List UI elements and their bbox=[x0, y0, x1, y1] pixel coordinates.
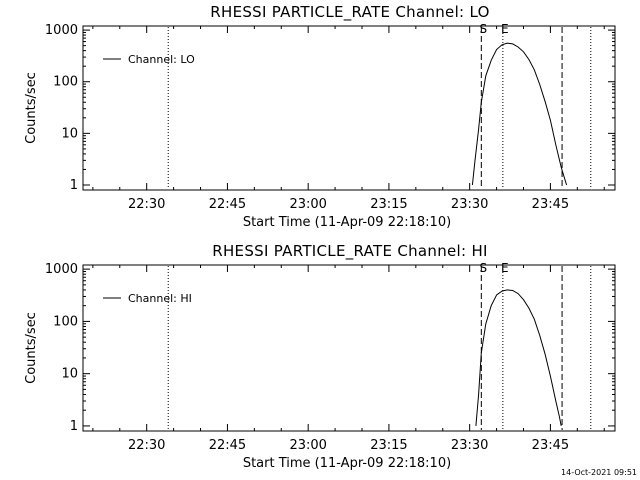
y-axis-label: Counts/sec bbox=[24, 312, 39, 384]
x-axis-label: Start Time (11-Apr-09 22:18:10) bbox=[243, 215, 451, 230]
y-axis: 1 10 100 1000 bbox=[45, 23, 615, 193]
chart-title: RHESSI PARTICLE_RATE Channel: LO bbox=[210, 3, 489, 22]
plot-frame bbox=[82, 25, 616, 191]
x-axis-label: Start Time (11-Apr-09 22:18:10) bbox=[243, 456, 451, 471]
y-tick-label: 1 bbox=[70, 178, 78, 193]
chart-title: RHESSI PARTICLE_RATE Channel: HI bbox=[212, 242, 488, 261]
x-tick-label: 23:30 bbox=[451, 438, 488, 453]
marker-label: E bbox=[501, 22, 509, 36]
series-line bbox=[475, 289, 562, 426]
y-tick-label: 1000 bbox=[45, 23, 78, 38]
legend: Channel: HI bbox=[103, 292, 192, 305]
x-tick-label: 23:00 bbox=[289, 438, 326, 453]
x-tick-label: 22:45 bbox=[209, 438, 246, 453]
x-tick-label: 23:00 bbox=[289, 197, 326, 212]
y-tick-label: 1000 bbox=[45, 262, 78, 277]
x-tick-label: 22:45 bbox=[209, 197, 246, 212]
x-tick-label: 22:30 bbox=[128, 197, 165, 212]
panel-hi: RHESSI PARTICLE_RATE Channel: HI 1101001… bbox=[24, 242, 616, 471]
marker-label: E bbox=[501, 261, 509, 275]
x-axis: 22:30 22:45 23:00 23:15 23:30 23:45 bbox=[92, 265, 605, 453]
y-tick-label: 1 bbox=[70, 419, 78, 434]
x-tick-label: 23:15 bbox=[370, 197, 407, 212]
y-tick-label: 100 bbox=[53, 314, 78, 329]
x-tick-label: 23:45 bbox=[532, 197, 569, 212]
plot-frame bbox=[82, 264, 616, 432]
x-tick-label: 23:30 bbox=[451, 197, 488, 212]
series-layer bbox=[475, 289, 562, 426]
y-tick-label: 10 bbox=[61, 126, 78, 141]
series-layer bbox=[471, 42, 568, 186]
marker-label: S bbox=[480, 22, 488, 36]
y-axis-label: Counts/sec bbox=[24, 72, 39, 144]
marker-label: S bbox=[480, 261, 488, 275]
x-tick-label: 23:15 bbox=[370, 438, 407, 453]
x-axis: 22:30 22:45 23:00 23:15 23:30 23:45 bbox=[92, 26, 605, 212]
x-tick-label: 23:45 bbox=[532, 438, 569, 453]
legend: Channel: LO bbox=[103, 53, 195, 66]
legend-label: Channel: HI bbox=[128, 292, 192, 305]
y-tick-label: 10 bbox=[61, 367, 78, 382]
y-axis: 1 10 100 1000 bbox=[45, 262, 615, 434]
series-line bbox=[471, 42, 568, 186]
panel-lo: RHESSI PARTICLE_RATE Channel: LO 1101001… bbox=[24, 3, 616, 230]
x-tick-label: 22:30 bbox=[128, 438, 165, 453]
timestamp: 14-Oct-2021 09:51 bbox=[561, 468, 637, 477]
y-tick-label: 100 bbox=[53, 75, 78, 90]
legend-label: Channel: LO bbox=[128, 53, 195, 66]
